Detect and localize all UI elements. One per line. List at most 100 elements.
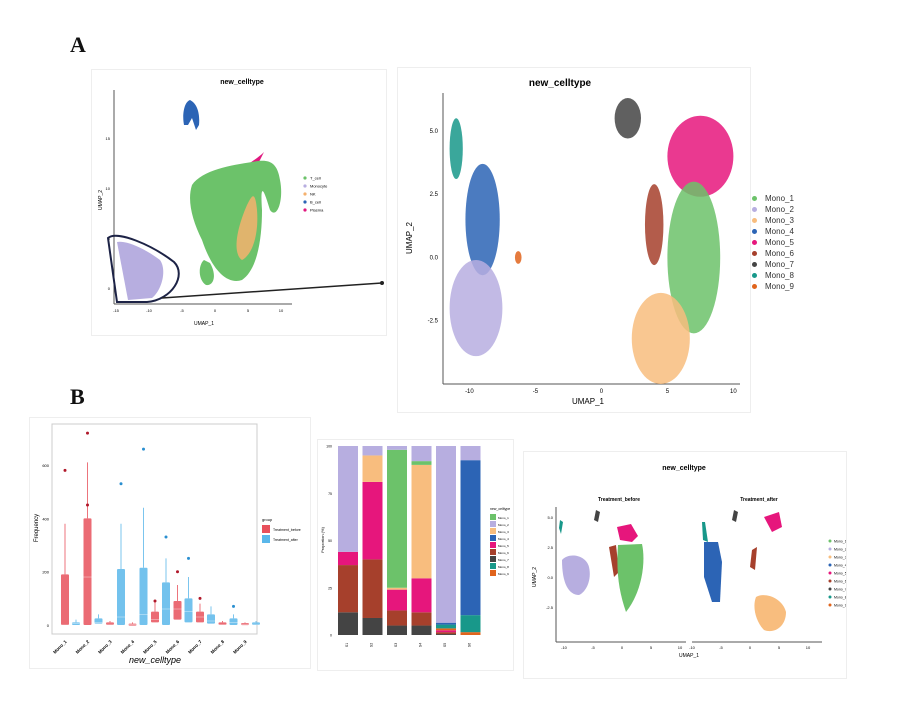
- legend-label: Mono_5: [498, 544, 509, 548]
- y-tick-label: 50: [328, 539, 332, 543]
- segment-mono-8: [460, 615, 481, 633]
- legend-label: Mono_4: [498, 537, 509, 541]
- facet-label-before: Treatment_before: [598, 497, 640, 503]
- segment-mono-2: [338, 446, 358, 552]
- box-mono-1-after: [72, 619, 80, 625]
- expansion-arrow: [161, 282, 383, 299]
- legend-key: [828, 547, 832, 551]
- box: [207, 614, 215, 624]
- segment-mono-2: [387, 446, 407, 450]
- y-tick-label: 25: [328, 586, 332, 590]
- x-tick-label: S2: [370, 643, 374, 647]
- y-tick-label: 2.5: [430, 192, 439, 198]
- cluster-mono-6-before: [609, 545, 619, 577]
- umap-split-plot: new_celltype Treatment_before Treatment_…: [532, 465, 847, 659]
- box-mono-7-after: [207, 606, 215, 624]
- legend-label: Mono_9: [765, 282, 794, 291]
- segment-mono-5: [387, 589, 407, 611]
- y-tick-label: 5.0: [430, 129, 439, 135]
- x-tick-label: 0: [749, 645, 752, 650]
- segment-mono-9: [436, 628, 456, 631]
- legend-key: [303, 176, 307, 180]
- y-tick-label: 5: [108, 236, 111, 241]
- umap-mono-legend: Mono_1 Mono_2 Mono_3 Mono_4 Mono_5 Mono_6 Mono…: [752, 193, 794, 292]
- segment-mono-8: [436, 624, 456, 629]
- legend-key: [303, 192, 307, 196]
- y-tick-label: 15: [106, 136, 111, 141]
- legend-label: Mono_1: [834, 540, 846, 544]
- legend-key: [828, 571, 832, 575]
- x-axis-label: UMAP_1: [679, 653, 699, 659]
- legend-label: NK: [310, 192, 316, 197]
- x-tick-label: -10: [146, 308, 153, 313]
- y-tick-label: 400: [42, 516, 49, 521]
- x-tick-label: -10: [465, 389, 474, 395]
- segment-mono-7: [387, 625, 407, 635]
- y-axis-label: Frequency: [34, 514, 40, 542]
- box: [117, 569, 125, 625]
- box-mono-6-after: [184, 556, 193, 623]
- cluster-mono-7: [614, 98, 641, 139]
- umap-all-cells-figure: new_celltype 0 5 10 15 -15 -10 -5 0 5 10 UMAP_2 …: [92, 70, 386, 335]
- segment-mono-7: [362, 617, 383, 635]
- legend-key: [752, 251, 757, 257]
- cluster-mono-6: [644, 184, 664, 266]
- legend-key: [828, 595, 832, 599]
- cluster-b-cell: [183, 100, 200, 130]
- box: [139, 567, 148, 625]
- umap-mono-figure: new_celltype -2.5 0.0 2.5 5.0 -10 -5 0 5 10 UMA…: [398, 68, 750, 412]
- segment-mono-5: [411, 578, 432, 613]
- legend-label: Monocyte: [310, 184, 328, 189]
- x-tick-label: Mono_7: [187, 639, 203, 655]
- box-mono-8-before: [218, 621, 227, 625]
- plot-border: [51, 423, 258, 635]
- y-tick-label: -2.5: [428, 319, 439, 325]
- legend-key: [752, 218, 757, 224]
- outlier-point: [232, 604, 235, 608]
- box-mono-3-after: [117, 482, 125, 625]
- box-mono-2-before: [83, 431, 92, 625]
- cluster-mono-5: [667, 115, 734, 197]
- legend-item: Mono_8: [752, 270, 794, 281]
- legend-key: [262, 525, 270, 533]
- box: [184, 598, 193, 623]
- cluster-mono-7-after: [732, 510, 738, 522]
- legend-label: Mono_7: [765, 260, 794, 269]
- segment-mono-6: [338, 565, 358, 613]
- box: [106, 622, 114, 625]
- legend-key: [828, 563, 832, 567]
- box: [83, 518, 92, 625]
- legend-key: [490, 528, 496, 534]
- segment-mono-2: [362, 446, 383, 456]
- outlier-point: [142, 447, 145, 451]
- box-mono-8-after: [229, 604, 238, 625]
- y-tick-label: 0.0: [547, 575, 553, 580]
- y-tick-label: 600: [42, 463, 49, 468]
- x-tick-label: Mono_5: [142, 639, 158, 655]
- x-tick-label: -15: [113, 308, 120, 313]
- legend-key: [303, 200, 307, 204]
- proportion-stacked-bar: 0 25 50 75 100 Proportion (%) S1 S2 S3 S4 S5 S6 n…: [320, 445, 510, 648]
- outlier-point: [164, 535, 168, 539]
- cluster-nk: [236, 196, 258, 260]
- stacked-bar-figure: 0 25 50 75 100 Proportion (%) S1 S2 S3 S4 S5 S6 n…: [318, 440, 513, 670]
- legend-label: Mono_2: [498, 523, 509, 527]
- box-mono-9-after: [252, 621, 260, 625]
- outlier-point: [176, 570, 179, 574]
- segment-mono-6: [387, 610, 407, 626]
- legend-key: [828, 587, 832, 591]
- legend-key: [490, 521, 496, 527]
- box-mono-9-before: [241, 622, 249, 626]
- stacked-bar-s6: [460, 446, 481, 635]
- legend-label: Mono_3: [498, 530, 509, 534]
- boxplot-figure: 0 200 400 600 Frequency Mono_1 Mono_2 Mono_3 M…: [30, 418, 310, 668]
- legend-key: [490, 563, 496, 569]
- x-tick-label: -10: [561, 645, 568, 650]
- segment-mono-6: [362, 559, 383, 618]
- cluster-mono-1: [667, 181, 721, 334]
- x-tick-label: Mono_4: [120, 639, 136, 655]
- facet-label-after: Treatment_after: [740, 497, 778, 503]
- y-tick-label: 10: [106, 186, 111, 191]
- outlier-point: [153, 599, 157, 603]
- legend-label: Mono_2: [834, 548, 846, 552]
